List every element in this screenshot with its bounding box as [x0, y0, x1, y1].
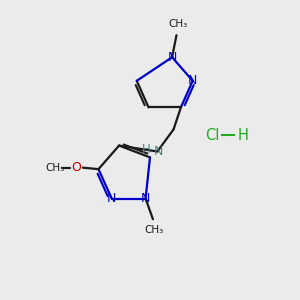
Text: H: H — [142, 143, 151, 157]
Text: O: O — [71, 161, 81, 174]
Text: N: N — [167, 51, 177, 64]
Text: N: N — [154, 145, 164, 158]
Text: H: H — [237, 128, 248, 143]
Text: N: N — [188, 74, 197, 87]
Text: Cl: Cl — [205, 128, 219, 143]
Text: N: N — [107, 192, 116, 205]
Text: CH₃: CH₃ — [46, 163, 65, 173]
Text: CH₃: CH₃ — [145, 225, 164, 236]
Text: N: N — [141, 192, 150, 205]
Text: CH₃: CH₃ — [168, 19, 188, 29]
